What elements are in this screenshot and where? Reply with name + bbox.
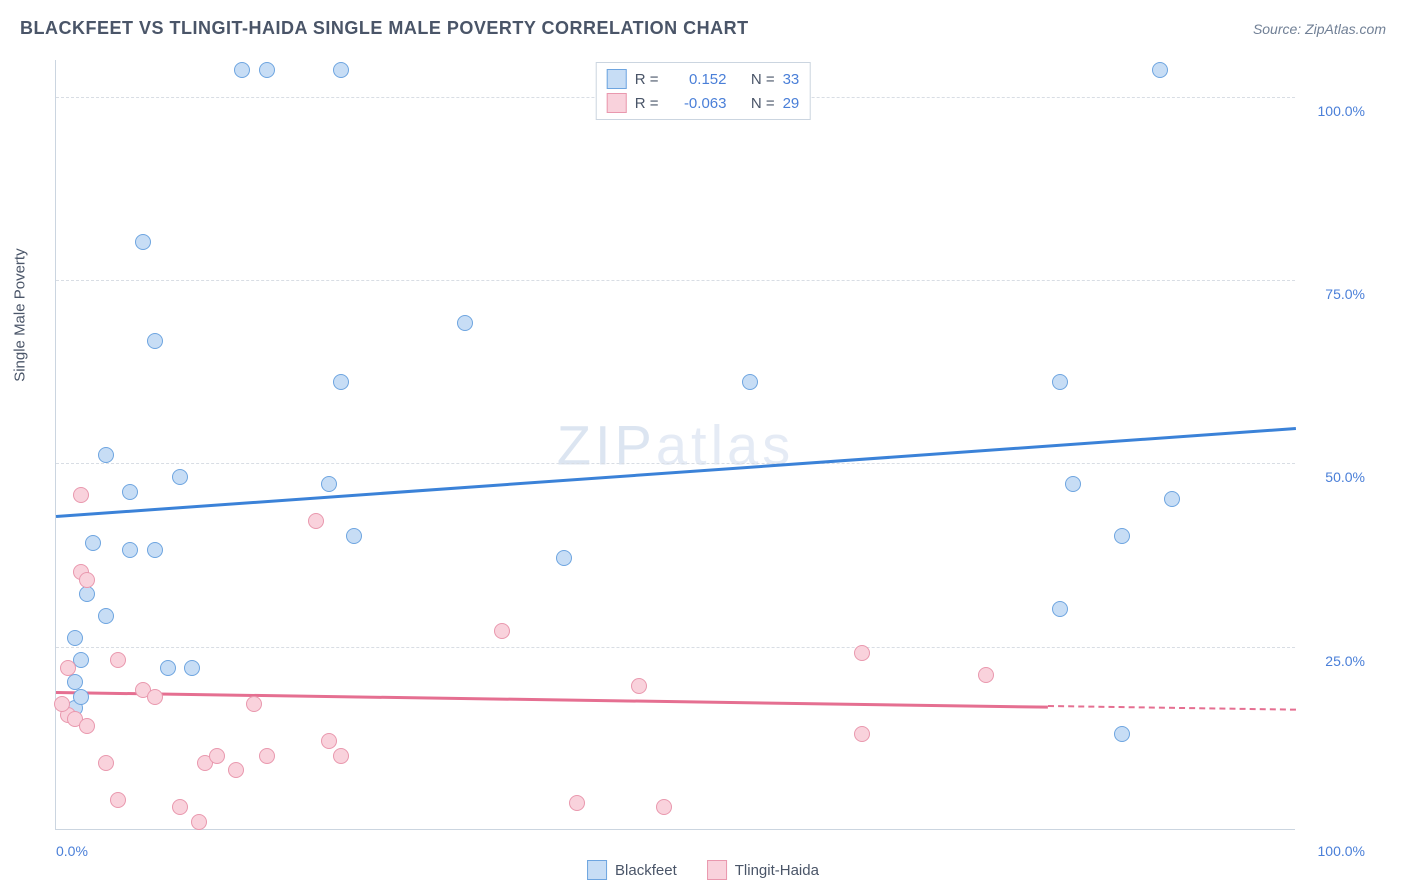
data-point bbox=[209, 748, 225, 764]
data-point bbox=[54, 696, 70, 712]
data-point bbox=[1052, 601, 1068, 617]
data-point bbox=[346, 528, 362, 544]
n-value: 33 bbox=[783, 71, 800, 88]
legend-swatch bbox=[607, 69, 627, 89]
data-point bbox=[1152, 62, 1168, 78]
data-point bbox=[172, 799, 188, 815]
y-tick-label: 50.0% bbox=[1325, 469, 1365, 485]
data-point bbox=[1164, 491, 1180, 507]
data-point bbox=[556, 550, 572, 566]
y-axis-title: Single Male Poverty bbox=[12, 248, 29, 381]
data-point bbox=[333, 748, 349, 764]
data-point bbox=[321, 476, 337, 492]
data-point bbox=[79, 718, 95, 734]
scatter-chart: ZIPatlas 25.0%50.0%75.0%100.0%0.0%100.0% bbox=[55, 60, 1295, 830]
data-point bbox=[308, 513, 324, 529]
data-point bbox=[135, 234, 151, 250]
data-point bbox=[147, 333, 163, 349]
legend-swatch bbox=[607, 93, 627, 113]
series-legend: Blackfeet Tlingit-Haida bbox=[587, 860, 819, 880]
source-value: ZipAtlas.com bbox=[1305, 21, 1386, 37]
data-point bbox=[85, 535, 101, 551]
data-point bbox=[98, 755, 114, 771]
r-label: R = bbox=[635, 71, 659, 88]
data-point bbox=[246, 696, 262, 712]
data-point bbox=[742, 374, 758, 390]
data-point bbox=[1114, 528, 1130, 544]
y-tick-label: 100.0% bbox=[1318, 103, 1365, 119]
x-tick-label: 0.0% bbox=[56, 843, 88, 859]
data-point bbox=[569, 795, 585, 811]
data-point bbox=[98, 608, 114, 624]
data-point bbox=[656, 799, 672, 815]
trend-line bbox=[56, 691, 1048, 708]
data-point bbox=[333, 374, 349, 390]
data-point bbox=[259, 748, 275, 764]
legend-row: R = -0.063 N = 29 bbox=[607, 91, 800, 115]
n-label: N = bbox=[751, 95, 775, 112]
data-point bbox=[457, 315, 473, 331]
series-name: Tlingit-Haida bbox=[735, 862, 819, 879]
x-tick-label: 100.0% bbox=[1318, 843, 1365, 859]
grid-line bbox=[56, 280, 1295, 281]
data-point bbox=[1114, 726, 1130, 742]
data-point bbox=[333, 62, 349, 78]
y-tick-label: 75.0% bbox=[1325, 286, 1365, 302]
legend-item: Blackfeet bbox=[587, 860, 677, 880]
watermark-bold: ZIP bbox=[557, 413, 656, 476]
data-point bbox=[259, 62, 275, 78]
data-point bbox=[147, 689, 163, 705]
source-attribution: Source: ZipAtlas.com bbox=[1253, 21, 1386, 37]
data-point bbox=[73, 487, 89, 503]
r-label: R = bbox=[635, 95, 659, 112]
legend-item: Tlingit-Haida bbox=[707, 860, 819, 880]
data-point bbox=[110, 652, 126, 668]
data-point bbox=[73, 689, 89, 705]
chart-title: BLACKFEET VS TLINGIT-HAIDA SINGLE MALE P… bbox=[20, 18, 749, 39]
correlation-legend: R = 0.152 N = 33 R = -0.063 N = 29 bbox=[596, 62, 811, 120]
data-point bbox=[79, 572, 95, 588]
data-point bbox=[854, 645, 870, 661]
data-point bbox=[494, 623, 510, 639]
data-point bbox=[184, 660, 200, 676]
data-point bbox=[191, 814, 207, 830]
source-label: Source: bbox=[1253, 21, 1305, 37]
trend-line bbox=[56, 427, 1296, 517]
data-point bbox=[110, 792, 126, 808]
data-point bbox=[98, 447, 114, 463]
data-point bbox=[147, 542, 163, 558]
n-value: 29 bbox=[783, 95, 800, 112]
trend-line-dashed bbox=[1048, 705, 1296, 711]
data-point bbox=[160, 660, 176, 676]
r-value: 0.152 bbox=[666, 71, 726, 88]
r-value: -0.063 bbox=[666, 95, 726, 112]
grid-line bbox=[56, 463, 1295, 464]
data-point bbox=[228, 762, 244, 778]
n-label: N = bbox=[751, 71, 775, 88]
data-point bbox=[172, 469, 188, 485]
data-point bbox=[60, 660, 76, 676]
data-point bbox=[67, 674, 83, 690]
data-point bbox=[67, 630, 83, 646]
data-point bbox=[321, 733, 337, 749]
data-point bbox=[79, 586, 95, 602]
data-point bbox=[854, 726, 870, 742]
data-point bbox=[978, 667, 994, 683]
legend-swatch bbox=[587, 860, 607, 880]
data-point bbox=[234, 62, 250, 78]
data-point bbox=[1065, 476, 1081, 492]
data-point bbox=[1052, 374, 1068, 390]
grid-line bbox=[56, 647, 1295, 648]
y-tick-label: 25.0% bbox=[1325, 653, 1365, 669]
series-name: Blackfeet bbox=[615, 862, 677, 879]
data-point bbox=[122, 542, 138, 558]
legend-row: R = 0.152 N = 33 bbox=[607, 67, 800, 91]
data-point bbox=[122, 484, 138, 500]
legend-swatch bbox=[707, 860, 727, 880]
data-point bbox=[631, 678, 647, 694]
